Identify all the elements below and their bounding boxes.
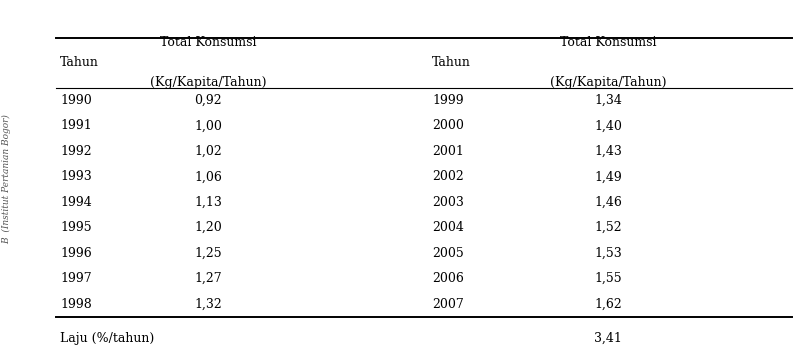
Text: 1996: 1996 <box>60 247 92 260</box>
Text: 1,00: 1,00 <box>194 120 222 132</box>
Text: 0,92: 0,92 <box>194 94 222 107</box>
Text: 1,02: 1,02 <box>194 145 222 158</box>
Text: 2000: 2000 <box>432 120 464 132</box>
Text: 1,06: 1,06 <box>194 170 222 183</box>
Text: Total Konsumsi: Total Konsumsi <box>560 37 656 49</box>
Text: 1,20: 1,20 <box>194 221 222 234</box>
Text: 1998: 1998 <box>60 297 92 311</box>
Text: (Kg/Kapita/Tahun): (Kg/Kapita/Tahun) <box>150 76 266 89</box>
Text: 1997: 1997 <box>60 272 92 285</box>
Text: Tahun: Tahun <box>432 56 471 69</box>
Text: 1991: 1991 <box>60 120 92 132</box>
Text: 2007: 2007 <box>432 297 464 311</box>
Text: 1,52: 1,52 <box>594 221 622 234</box>
Text: Laju (%/tahun): Laju (%/tahun) <box>60 332 154 345</box>
Text: 1999: 1999 <box>432 94 464 107</box>
Text: 1990: 1990 <box>60 94 92 107</box>
Text: 1,49: 1,49 <box>594 170 622 183</box>
Text: 2006: 2006 <box>432 272 464 285</box>
Text: 1,46: 1,46 <box>594 196 622 209</box>
Text: Tahun: Tahun <box>60 56 99 69</box>
Text: 1,40: 1,40 <box>594 120 622 132</box>
Text: 2005: 2005 <box>432 247 464 260</box>
Text: 1,62: 1,62 <box>594 297 622 311</box>
Text: Total Konsumsi: Total Konsumsi <box>160 37 256 49</box>
Text: (Kg/Kapita/Tahun): (Kg/Kapita/Tahun) <box>550 76 666 89</box>
Text: 1,32: 1,32 <box>194 297 222 311</box>
Text: 1,53: 1,53 <box>594 247 622 260</box>
Text: 1,43: 1,43 <box>594 145 622 158</box>
Text: 2001: 2001 <box>432 145 464 158</box>
Text: 1,27: 1,27 <box>194 272 222 285</box>
Text: B  (Institut Pertanian Bogor): B (Institut Pertanian Bogor) <box>2 114 11 244</box>
Text: 1995: 1995 <box>60 221 92 234</box>
Text: 1994: 1994 <box>60 196 92 209</box>
Text: 2003: 2003 <box>432 196 464 209</box>
Text: 1992: 1992 <box>60 145 92 158</box>
Text: 3,41: 3,41 <box>594 332 622 345</box>
Text: 1,25: 1,25 <box>194 247 222 260</box>
Text: 1,13: 1,13 <box>194 196 222 209</box>
Text: 1,34: 1,34 <box>594 94 622 107</box>
Text: 2002: 2002 <box>432 170 464 183</box>
Text: 1,55: 1,55 <box>594 272 622 285</box>
Text: 2004: 2004 <box>432 221 464 234</box>
Text: 1993: 1993 <box>60 170 92 183</box>
